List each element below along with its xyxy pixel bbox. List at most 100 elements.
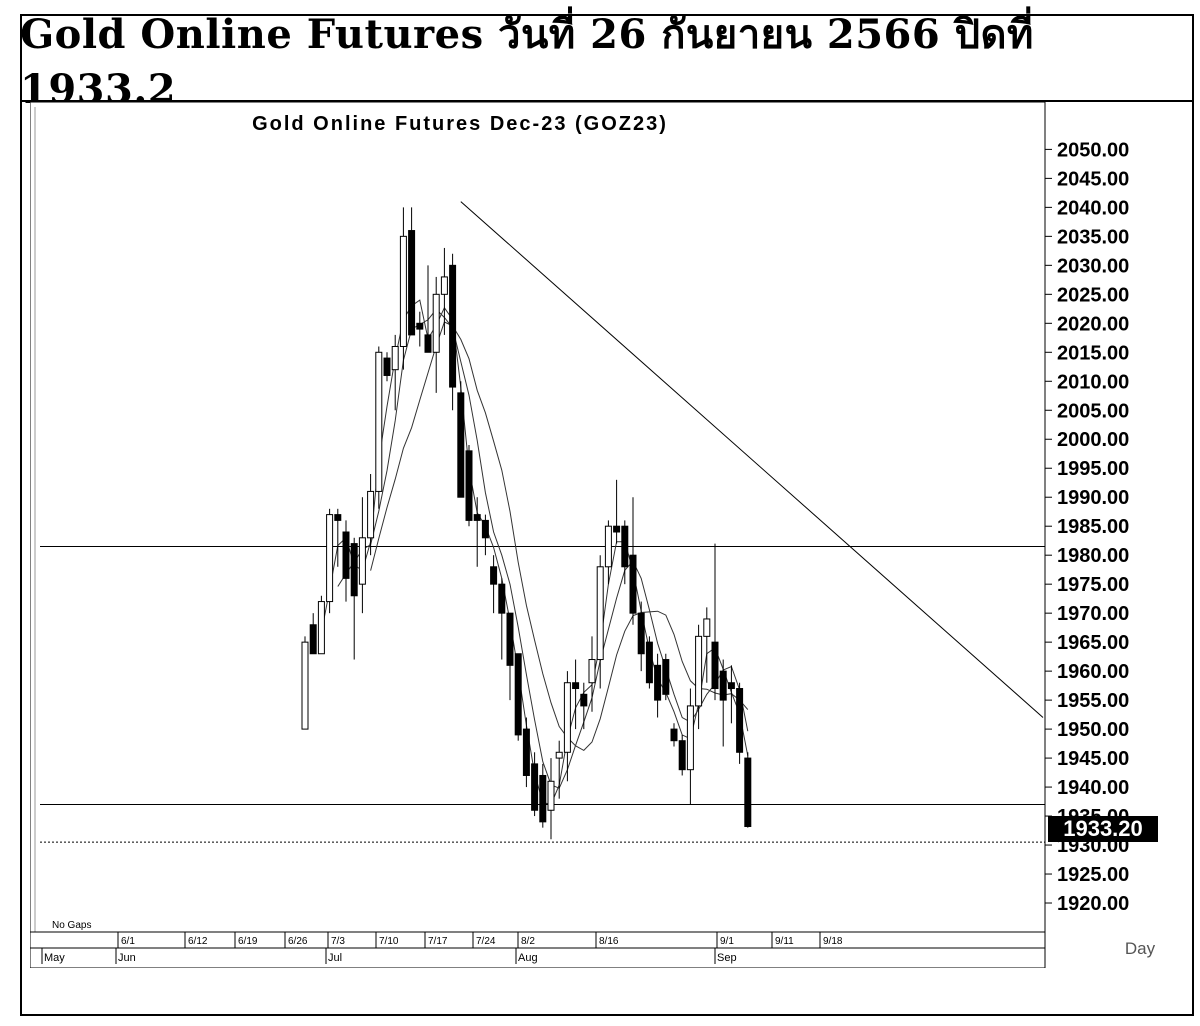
candle	[727, 665, 735, 724]
moving-average-line	[370, 321, 749, 752]
trendline-group	[460, 201, 1044, 718]
candle-body	[449, 264, 457, 388]
x-date-label: 7/24	[476, 936, 496, 947]
candle	[424, 265, 432, 353]
candle-body	[621, 525, 629, 568]
candle-body	[522, 728, 530, 776]
candle-body	[408, 230, 416, 336]
last-price-box	[1048, 816, 1158, 842]
candle-body	[490, 566, 498, 585]
candle	[572, 659, 580, 730]
candle	[350, 537, 358, 660]
candle	[358, 497, 366, 614]
candle	[457, 381, 465, 498]
chart-title: Gold Online Futures Dec-23 (GOZ23)	[252, 113, 668, 135]
candle-body	[375, 351, 383, 492]
candle	[514, 653, 522, 741]
candle	[719, 659, 727, 747]
candle	[473, 497, 481, 567]
candle-body	[670, 728, 678, 742]
x-date-label: 8/2	[521, 936, 535, 947]
candle-body	[440, 276, 448, 295]
x-date-label: 6/26	[288, 936, 308, 947]
candle	[432, 276, 440, 393]
candle-body	[686, 705, 694, 771]
y-tick-label: 2045.00	[1057, 168, 1129, 190]
candle-body	[539, 774, 547, 823]
candle-body	[358, 537, 366, 585]
x-month-label: Jun	[118, 952, 136, 964]
candle-body	[744, 757, 752, 827]
x-month-label: Sep	[717, 952, 737, 964]
y-tick-label: 1945.00	[1057, 748, 1129, 770]
candle	[449, 253, 457, 411]
candle-body	[555, 751, 563, 759]
candle	[334, 508, 342, 567]
candle-body	[350, 543, 358, 597]
y-tick-label: 1985.00	[1057, 516, 1129, 538]
candle	[555, 740, 563, 799]
y-tick-label: 1990.00	[1057, 487, 1129, 509]
candle	[342, 520, 350, 602]
y-tick-label: 2020.00	[1057, 313, 1129, 335]
candle	[383, 352, 391, 382]
y-axis: 2050.00 2045.00 2040.00 2035.00 2030.00 2025.…	[1045, 139, 1129, 915]
x-date-label: 9/18	[823, 936, 843, 947]
candle	[522, 717, 530, 788]
candle	[621, 520, 629, 585]
chart-area: Gold Online Futures Dec-23 (GOZ23) 2050.…	[29, 101, 1195, 969]
candle	[408, 207, 416, 336]
candle-body	[654, 664, 662, 701]
x-date-label: 6/12	[188, 936, 208, 947]
y-tick-label: 2015.00	[1057, 342, 1129, 364]
candle	[629, 497, 637, 625]
candle	[580, 682, 588, 730]
candle-body	[703, 618, 711, 637]
candle	[711, 543, 719, 701]
x-axis: 6/1 6/12 6/19 6/26 7/3 7/10 7/17 7/24 8/2 8/16 9/1…	[30, 931, 1045, 964]
candle	[613, 479, 621, 544]
candle	[367, 474, 375, 556]
candle	[563, 671, 571, 782]
candle-body	[457, 392, 465, 498]
candle	[309, 613, 317, 655]
y-tick-label: 1980.00	[1057, 545, 1129, 567]
y-tick-label: 1940.00	[1057, 777, 1129, 799]
candle-body	[662, 659, 670, 695]
x-date-label: 7/10	[379, 936, 399, 947]
candle	[440, 247, 448, 335]
candle-body	[695, 635, 703, 707]
candle-body	[563, 682, 571, 753]
candle	[375, 346, 383, 509]
header-bar: Gold Online Futures วันที่ 26 กันยายน 25…	[20, 11, 1194, 113]
candle-body	[383, 357, 391, 376]
candle	[637, 601, 645, 672]
y-tick-label: 2040.00	[1057, 197, 1129, 219]
candle-body	[301, 641, 309, 730]
candle	[695, 624, 703, 730]
candle	[588, 636, 596, 712]
candle	[744, 752, 752, 828]
y-tick-label: 2005.00	[1057, 400, 1129, 422]
y-tick-label: 1925.00	[1057, 864, 1129, 886]
period-label: Day	[1125, 939, 1156, 958]
candle-body	[572, 682, 580, 690]
plot-frame	[29, 101, 1046, 969]
candlestick-chart: Gold Online Futures Dec-23 (GOZ23) 2050.…	[29, 101, 1158, 969]
candle-body	[506, 612, 514, 666]
y-tick-label: 2050.00	[1057, 139, 1129, 161]
candle	[604, 520, 612, 585]
candle-body	[719, 670, 727, 701]
page-title: Gold Online Futures วันที่ 26 กันยายน 25…	[20, 10, 1034, 113]
candle-body	[399, 235, 407, 347]
candle-body	[629, 554, 637, 614]
y-tick-label: 2010.00	[1057, 371, 1129, 393]
candle-body	[326, 514, 334, 603]
y-tick-label: 1965.00	[1057, 632, 1129, 654]
candle-body	[637, 612, 645, 655]
candle-body	[604, 525, 612, 568]
candle	[465, 445, 473, 527]
candle-body	[432, 293, 440, 353]
x-month-label: Aug	[518, 952, 538, 964]
candle-body	[317, 601, 325, 655]
